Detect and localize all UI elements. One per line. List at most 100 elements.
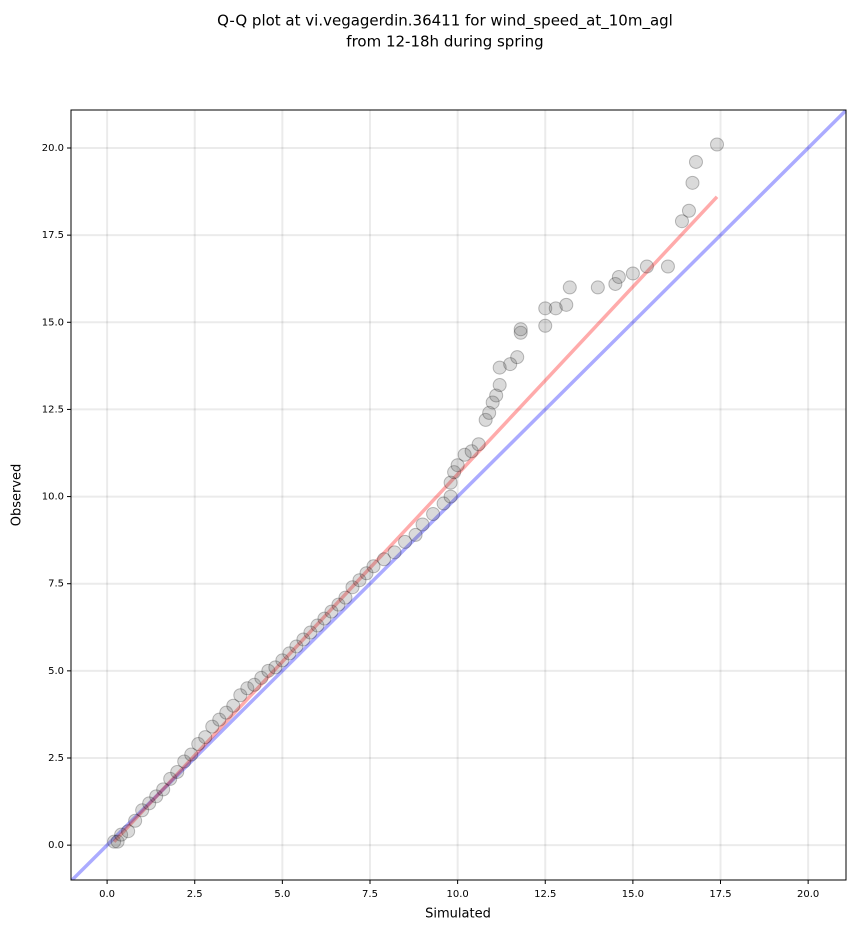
- y-tick-label: 2.5: [48, 753, 64, 764]
- point: [510, 350, 525, 365]
- plot-frame: [70, 109, 847, 881]
- point: [674, 214, 689, 229]
- reference-line: [112, 195, 719, 843]
- chart-title: Q-Q plot at vi.vegagerdin.36411 for wind…: [217, 12, 673, 31]
- x-tick-label: 5.0: [274, 889, 290, 900]
- point: [685, 175, 700, 190]
- point: [359, 566, 374, 581]
- point: [415, 517, 430, 532]
- point: [296, 632, 311, 647]
- point: [289, 639, 304, 654]
- point: [464, 444, 479, 459]
- y-tick-label: 12.5: [42, 404, 64, 415]
- point: [324, 604, 339, 619]
- point: [177, 754, 192, 769]
- point: [282, 646, 297, 661]
- x-tick-label: 20.0: [797, 889, 819, 900]
- x-tick-label: 2.5: [187, 889, 203, 900]
- point: [345, 580, 360, 595]
- point: [503, 357, 518, 372]
- point: [457, 447, 472, 462]
- y-tick-label: 5.0: [48, 666, 64, 677]
- point: [149, 789, 164, 804]
- point: [366, 559, 381, 574]
- point: [110, 834, 125, 849]
- x-tick-label: 17.5: [709, 889, 731, 900]
- point: [538, 301, 553, 316]
- point: [492, 378, 507, 393]
- point: [184, 747, 199, 762]
- point: [639, 259, 654, 274]
- point: [485, 395, 500, 410]
- x-tick-label: 15.0: [622, 889, 644, 900]
- point: [219, 705, 234, 720]
- x-tick-label: 7.5: [362, 889, 378, 900]
- point: [562, 280, 577, 295]
- point: [121, 824, 136, 839]
- y-tick-label: 17.5: [42, 230, 64, 241]
- point: [447, 465, 462, 480]
- point: [387, 545, 402, 560]
- point: [317, 611, 332, 626]
- point: [590, 280, 605, 295]
- point: [559, 297, 574, 312]
- point: [426, 506, 441, 521]
- y-tick-label: 10.0: [42, 492, 64, 503]
- y-axis-label: Observed: [10, 464, 25, 527]
- point: [471, 437, 486, 452]
- x-tick-label: 10.0: [446, 889, 468, 900]
- point: [681, 203, 696, 218]
- point: [688, 154, 703, 169]
- point: [205, 719, 220, 734]
- y-tick-label: 20.0: [42, 143, 64, 154]
- point: [254, 670, 269, 685]
- point: [114, 827, 129, 842]
- point: [163, 771, 178, 786]
- x-tick-label: 12.5: [534, 889, 556, 900]
- point: [513, 322, 528, 337]
- point: [436, 496, 451, 511]
- chart-subtitle: from 12-18h during spring: [346, 33, 543, 51]
- point: [408, 527, 423, 542]
- point: [338, 590, 353, 605]
- point: [191, 737, 206, 752]
- point: [710, 137, 725, 152]
- point: [142, 796, 157, 811]
- point: [233, 688, 248, 703]
- point: [660, 259, 675, 274]
- point: [198, 730, 213, 745]
- point: [611, 269, 626, 284]
- point: [212, 712, 227, 727]
- point: [377, 552, 392, 567]
- y-tick-label: 15.0: [42, 317, 64, 328]
- point: [275, 653, 290, 668]
- point: [303, 625, 318, 640]
- point: [478, 412, 493, 427]
- y-tick-label: 7.5: [48, 579, 64, 590]
- point: [128, 813, 143, 828]
- point: [240, 681, 255, 696]
- y-tick-label: 0.0: [48, 840, 64, 851]
- point: [331, 597, 346, 612]
- point: [261, 663, 276, 678]
- point: [352, 573, 367, 588]
- point: [492, 360, 507, 375]
- point: [513, 325, 528, 340]
- point: [548, 301, 563, 316]
- point: [625, 266, 640, 281]
- x-tick-label: 0.0: [99, 889, 115, 900]
- point: [170, 764, 185, 779]
- point: [443, 489, 458, 504]
- point: [443, 475, 458, 490]
- plot-area: [71, 110, 846, 880]
- point: [608, 276, 623, 291]
- x-axis-label: Simulated: [425, 907, 491, 922]
- point: [226, 698, 241, 713]
- reference-line: [71, 110, 846, 880]
- point: [247, 677, 262, 692]
- point: [268, 660, 283, 675]
- point: [310, 618, 325, 633]
- point: [489, 388, 504, 403]
- point: [450, 458, 465, 473]
